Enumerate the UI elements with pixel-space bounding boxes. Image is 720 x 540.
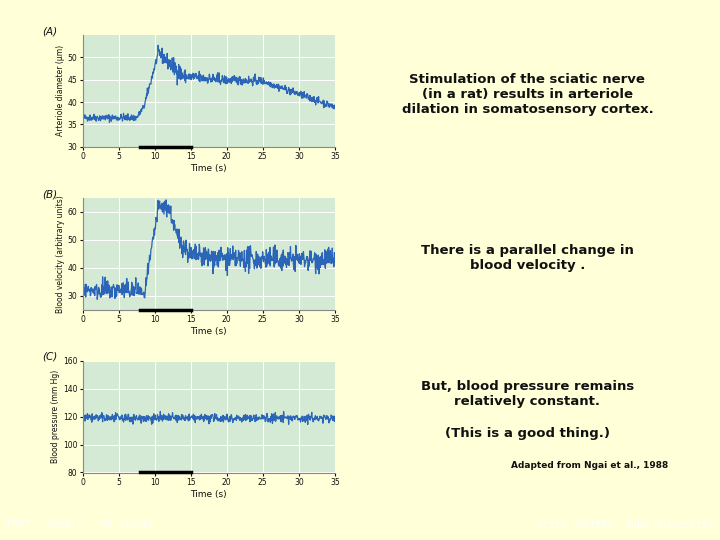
Y-axis label: Blood velocity (arbitrary units): Blood velocity (arbitrary units)	[55, 195, 65, 313]
Text: (This is a good thing.): (This is a good thing.)	[445, 428, 610, 441]
X-axis label: Time (s): Time (s)	[191, 327, 227, 336]
X-axis label: Time (s): Time (s)	[191, 490, 227, 499]
X-axis label: Time (s): Time (s)	[191, 164, 227, 173]
Text: FMRI – Week 5 – MR Signal: FMRI – Week 5 – MR Signal	[7, 520, 154, 530]
Y-axis label: Blood pressure (mm Hg): Blood pressure (mm Hg)	[51, 370, 60, 463]
Text: (A): (A)	[42, 26, 58, 36]
Text: Adapted from Ngai et al., 1988: Adapted from Ngai et al., 1988	[511, 461, 668, 470]
Text: Scott Huettel, Duke University: Scott Huettel, Duke University	[536, 520, 713, 530]
Text: There is a parallel change in
blood velocity .: There is a parallel change in blood velo…	[421, 244, 634, 272]
Text: Stimulation of the sciatic nerve
(in a rat) results in arteriole
dilation in som: Stimulation of the sciatic nerve (in a r…	[402, 73, 653, 117]
Text: But, blood pressure remains
relatively constant.: But, blood pressure remains relatively c…	[420, 380, 634, 408]
Text: (C): (C)	[42, 352, 58, 362]
Text: (B): (B)	[42, 189, 58, 199]
Y-axis label: Arteriole diameter (μm): Arteriole diameter (μm)	[55, 45, 65, 137]
